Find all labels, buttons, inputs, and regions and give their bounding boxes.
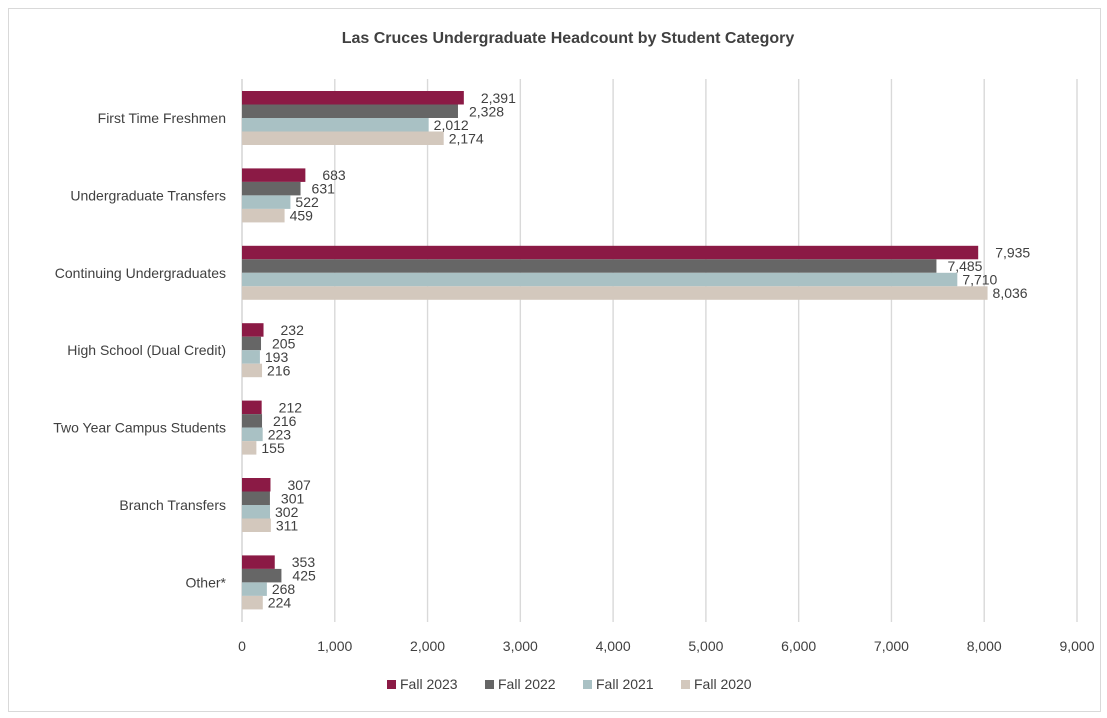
- value-label-branch-transfers-fall-2023: 307: [287, 477, 311, 493]
- value-label-branch-transfers-fall-2021: 302: [275, 504, 299, 520]
- bar-two-year-campus-students-fall-2023: [242, 400, 262, 415]
- x-tick-9-000: 9,000: [1059, 638, 1094, 654]
- value-label-first-time-freshmen-fall-2023: 2,391: [481, 90, 516, 106]
- bar-high-school-dual-credit-fall-2022: [242, 336, 262, 351]
- category-labels: First Time Freshmen Undergraduate Transfe…: [53, 110, 226, 590]
- legend-swatch-fall-2021: [583, 680, 592, 689]
- chart-title: Las Cruces Undergraduate Headcount by St…: [342, 30, 795, 47]
- bar-branch-transfers-fall-2021: [242, 505, 271, 519]
- value-label-other-fall-2021: 268: [272, 581, 296, 597]
- value-label-two-year-campus-students-fall-2023: 212: [279, 399, 303, 415]
- x-tick-0: 0: [238, 638, 246, 654]
- legend-label-fall-2021: Fall 2021: [596, 676, 654, 692]
- bar-undergraduate-transfers-fall-2022: [242, 181, 301, 196]
- legend-label-fall-2022: Fall 2022: [498, 676, 556, 692]
- bar-high-school-dual-credit-fall-2020: [242, 363, 263, 378]
- category-label-continuing-undergraduates: Continuing Undergraduates: [55, 265, 226, 281]
- value-label-first-time-freshmen-fall-2022: 2,328: [469, 103, 504, 119]
- bar-other-fall-2021: [242, 582, 267, 596]
- value-label-two-year-campus-students-fall-2022: 216: [273, 413, 297, 429]
- value-label-two-year-campus-students-fall-2020: 155: [261, 440, 285, 456]
- x-tick-2-000: 2,000: [410, 638, 445, 654]
- legend: Fall 2023 Fall 2022 Fall 2021 Fall 2020: [387, 676, 752, 692]
- bar-undergraduate-transfers-fall-2020: [242, 208, 285, 223]
- x-tick-7-000: 7,000: [874, 638, 909, 654]
- legend-label-fall-2020: Fall 2020: [694, 676, 752, 692]
- value-label-other-fall-2022: 425: [292, 568, 316, 584]
- value-label-undergraduate-transfers-fall-2023: 683: [322, 167, 346, 183]
- bar-other-fall-2023: [242, 555, 275, 569]
- value-label-undergraduate-transfers-fall-2021: 522: [295, 194, 319, 210]
- chart-svg: Las Cruces Undergraduate Headcount by St…: [53, 30, 1095, 692]
- category-label-first-time-freshmen: First Time Freshmen: [98, 110, 226, 126]
- category-label-other: Other*: [186, 574, 227, 590]
- category-label-undergraduate-transfers: Undergraduate Transfers: [70, 187, 226, 203]
- bar-branch-transfers-fall-2023: [242, 478, 271, 492]
- chart-frame: Las Cruces Undergraduate Headcount by St…: [8, 8, 1101, 712]
- bar-first-time-freshmen-fall-2022: [242, 104, 458, 118]
- bar-undergraduate-transfers-fall-2023: [242, 168, 306, 182]
- value-label-continuing-undergraduates-fall-2020: 8,036: [993, 285, 1028, 301]
- value-label-high-school-dual-credit-fall-2020: 216: [267, 362, 291, 378]
- bar-other-fall-2020: [242, 595, 263, 610]
- value-label-two-year-campus-students-fall-2021: 223: [268, 426, 292, 442]
- bar-continuing-undergraduates-fall-2022: [242, 259, 937, 273]
- x-tick-6-000: 6,000: [781, 638, 816, 654]
- value-label-continuing-undergraduates-fall-2022: 7,485: [947, 258, 982, 274]
- bar-two-year-campus-students-fall-2022: [242, 414, 263, 428]
- bars: [242, 91, 988, 610]
- bar-other-fall-2022: [242, 568, 282, 583]
- legend-swatch-fall-2023: [387, 680, 396, 689]
- x-tick-labels: 0 1,000 2,000 3,000 4,000 5,000 6,000 7,000 8,00…: [238, 638, 1095, 654]
- value-label-undergraduate-transfers-fall-2020: 459: [290, 208, 314, 224]
- category-label-branch-transfers: Branch Transfers: [119, 497, 226, 513]
- value-label-first-time-freshmen-fall-2021: 2,012: [434, 117, 469, 133]
- bar-branch-transfers-fall-2022: [242, 491, 270, 505]
- bar-two-year-campus-students-fall-2020: [242, 441, 257, 455]
- value-label-continuing-undergraduates-fall-2023: 7,935: [995, 245, 1030, 261]
- value-label-continuing-undergraduates-fall-2021: 7,710: [962, 272, 997, 288]
- bar-continuing-undergraduates-fall-2021: [242, 272, 958, 287]
- x-tick-3-000: 3,000: [503, 638, 538, 654]
- value-label-branch-transfers-fall-2022: 301: [281, 490, 305, 506]
- value-label-high-school-dual-credit-fall-2022: 205: [272, 335, 296, 351]
- bar-continuing-undergraduates-fall-2023: [242, 245, 979, 260]
- bar-undergraduate-transfers-fall-2021: [242, 195, 291, 209]
- x-tick-5-000: 5,000: [688, 638, 723, 654]
- value-label-first-time-freshmen-fall-2020: 2,174: [449, 130, 484, 146]
- value-label-other-fall-2023: 353: [292, 554, 316, 570]
- legend-label-fall-2023: Fall 2023: [400, 676, 458, 692]
- legend-swatch-fall-2022: [485, 680, 494, 689]
- bar-first-time-freshmen-fall-2023: [242, 91, 464, 105]
- x-tick-8-000: 8,000: [967, 638, 1002, 654]
- x-tick-4-000: 4,000: [596, 638, 631, 654]
- value-label-other-fall-2020: 224: [268, 595, 292, 611]
- bar-first-time-freshmen-fall-2020: [242, 131, 444, 145]
- bar-high-school-dual-credit-fall-2023: [242, 323, 264, 337]
- bar-branch-transfers-fall-2020: [242, 518, 271, 532]
- category-label-two-year-campus-students: Two Year Campus Students: [53, 420, 226, 436]
- bar-two-year-campus-students-fall-2021: [242, 427, 263, 442]
- value-label-branch-transfers-fall-2020: 311: [276, 517, 299, 533]
- bar-first-time-freshmen-fall-2021: [242, 118, 429, 132]
- value-label-high-school-dual-credit-fall-2023: 232: [281, 322, 305, 338]
- value-label-undergraduate-transfers-fall-2022: 631: [312, 181, 336, 197]
- category-label-high-school-dual-credit: High School (Dual Credit): [67, 342, 226, 358]
- value-label-high-school-dual-credit-fall-2021: 193: [265, 349, 289, 365]
- x-tick-1-000: 1,000: [317, 638, 352, 654]
- legend-swatch-fall-2020: [681, 680, 690, 689]
- bar-high-school-dual-credit-fall-2021: [242, 350, 260, 364]
- bar-continuing-undergraduates-fall-2020: [242, 286, 988, 300]
- gridlines: [241, 79, 1078, 622]
